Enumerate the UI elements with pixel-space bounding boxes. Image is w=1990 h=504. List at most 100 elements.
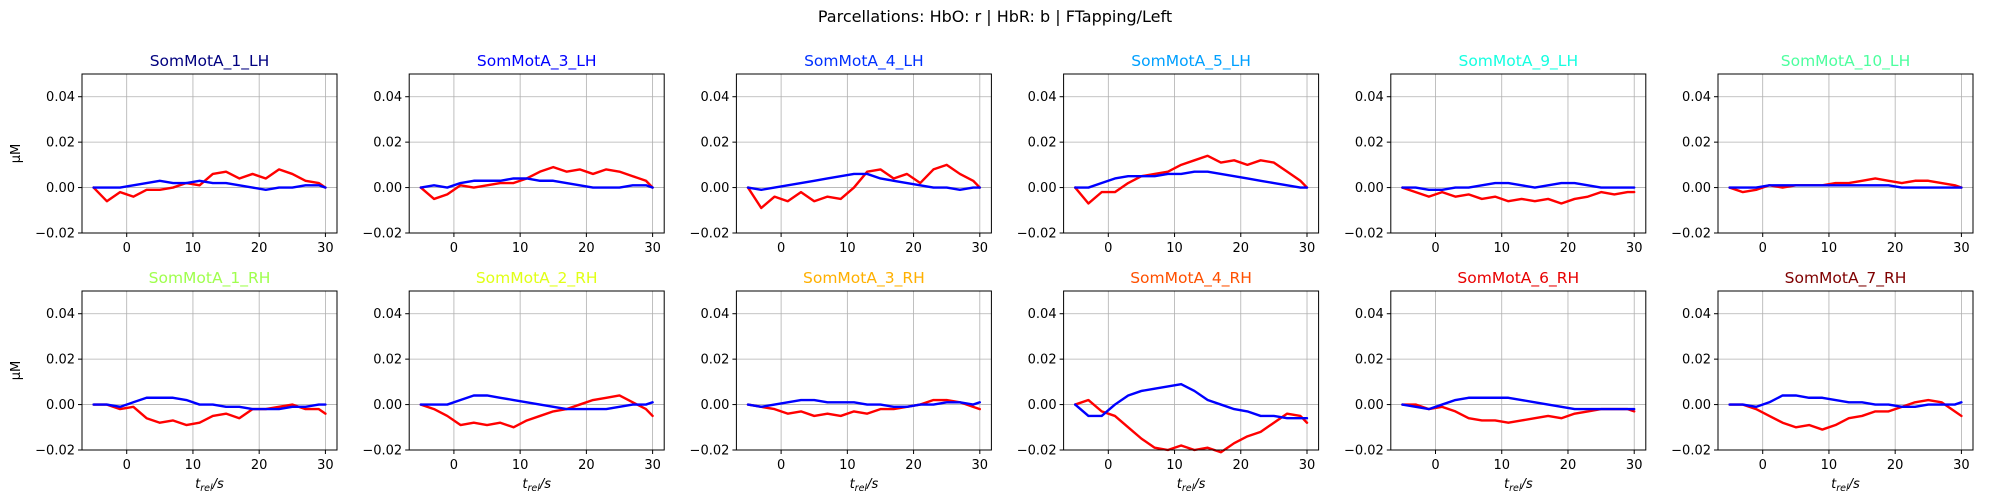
axes-frame xyxy=(1390,290,1647,451)
y-tick-label: −0.02 xyxy=(1344,227,1384,242)
x-tick-label: 0 xyxy=(1104,241,1112,256)
x-tick-label: 30 xyxy=(1626,241,1643,256)
y-axis-label: µM xyxy=(9,361,24,381)
x-label-base: t xyxy=(195,477,201,492)
x-tick-label: 30 xyxy=(644,458,661,473)
x-tick-label: 30 xyxy=(317,241,334,256)
x-label-base: t xyxy=(1504,477,1510,492)
x-label-base: t xyxy=(850,477,856,492)
y-tick-label: −0.02 xyxy=(690,444,730,459)
series-line-hbo xyxy=(1728,398,1963,431)
y-tick-label: 0.02 xyxy=(700,136,729,151)
y-tick-label: 0.02 xyxy=(1028,136,1057,151)
x-tick-label: 10 xyxy=(512,241,529,256)
y-tick-label: 0.00 xyxy=(46,181,75,196)
axes-frame xyxy=(1063,290,1320,451)
series-line-hbr xyxy=(1401,181,1636,192)
series-line-hbr xyxy=(419,177,654,189)
subplot-title: SomMotA_1_RH xyxy=(149,269,271,288)
x-tick-label: 0 xyxy=(450,458,458,473)
subplot-title: SomMotA_5_LH xyxy=(1131,52,1251,71)
subplot-title: SomMotA_2_RH xyxy=(476,269,598,288)
y-axis-label: µM xyxy=(9,144,24,164)
y-tick-label: 0.00 xyxy=(1355,398,1384,413)
x-tick-label: 0 xyxy=(1104,458,1112,473)
series-line-hbr xyxy=(92,396,327,411)
axes-frame xyxy=(1063,73,1320,234)
x-tick-label: 10 xyxy=(839,241,856,256)
subplot-8: 0 10 20 30 −0.02 0.00 0.02 0.04 SomMotA_3_RHtrel… xyxy=(690,269,992,494)
x-tick-label: 20 xyxy=(1233,241,1250,256)
y-tick-label: 0.04 xyxy=(46,307,75,322)
axes-frame xyxy=(735,73,992,234)
x-tick-label: 30 xyxy=(1299,241,1316,256)
subplot-6: 0 10 20 30 −0.02 0.00 0.02 0.04 SomMotA_1_RH µM tr… xyxy=(9,269,338,494)
x-tick-label: 10 xyxy=(1821,458,1838,473)
axes-frame xyxy=(1390,73,1647,234)
series-line-hbo xyxy=(92,168,327,203)
y-tick-label: 0.00 xyxy=(46,398,75,413)
x-tick-label: 0 xyxy=(450,241,458,256)
y-tick-label: 0.04 xyxy=(700,307,729,322)
x-tick-label: 0 xyxy=(1431,241,1439,256)
x-tick-label: 0 xyxy=(777,241,785,256)
x-tick-label: 30 xyxy=(1626,458,1643,473)
x-tick-label: 20 xyxy=(1560,241,1577,256)
y-tick-label: 0.02 xyxy=(1682,353,1711,368)
x-axis-label: trel/s xyxy=(1177,477,1206,494)
x-tick-label: 10 xyxy=(1166,458,1183,473)
y-tick-label: −0.02 xyxy=(362,227,402,242)
series-line-hbr xyxy=(746,398,982,409)
x-tick-label: 20 xyxy=(251,241,268,256)
x-label-unit: /s xyxy=(539,477,551,492)
y-tick-label: 0.02 xyxy=(46,353,75,368)
y-tick-label: 0.02 xyxy=(1028,353,1057,368)
x-tick-label: 10 xyxy=(185,241,202,256)
subplot-title: SomMotA_9_LH xyxy=(1458,52,1578,71)
y-tick-label: 0.02 xyxy=(373,353,402,368)
series-line-hbo xyxy=(746,163,982,210)
y-tick-label: 0.02 xyxy=(373,136,402,151)
y-tick-label: 0.04 xyxy=(46,90,75,105)
x-label-sub: rel xyxy=(527,483,540,494)
x-tick-label: 20 xyxy=(1887,458,1904,473)
series-line-hbr xyxy=(1073,170,1309,189)
y-tick-label: 0.00 xyxy=(700,181,729,196)
x-tick-label: 10 xyxy=(1821,241,1838,256)
y-tick-label: 0.00 xyxy=(373,181,402,196)
series-line-hbr xyxy=(419,394,654,411)
series-line-hbr xyxy=(1728,394,1963,409)
y-tick-label: −0.02 xyxy=(1017,444,1057,459)
y-tick-label: −0.02 xyxy=(1671,444,1711,459)
y-tick-label: 0.00 xyxy=(1682,398,1711,413)
x-axis-label: trel/s xyxy=(850,477,879,494)
subplot-11: 0 10 20 30 −0.02 0.00 0.02 0.04 SomMotA_7_RHtrel… xyxy=(1671,269,1974,494)
series-line-hbr xyxy=(1401,396,1636,411)
y-tick-label: 0.04 xyxy=(1355,307,1384,322)
y-tick-label: −0.02 xyxy=(35,444,75,459)
y-tick-label: −0.02 xyxy=(362,444,402,459)
subplot-title: SomMotA_3_RH xyxy=(803,269,925,288)
x-label-sub: rel xyxy=(1836,483,1849,494)
axes-frame xyxy=(735,290,992,451)
y-tick-label: 0.00 xyxy=(1028,398,1057,413)
series-line-hbr xyxy=(746,172,982,192)
y-tick-label: 0.00 xyxy=(700,398,729,413)
y-tick-label: 0.04 xyxy=(700,90,729,105)
y-tick-label: 0.04 xyxy=(1682,307,1711,322)
y-tick-label: 0.00 xyxy=(1682,181,1711,196)
series-line-hbo xyxy=(1073,154,1309,205)
x-tick-label: 0 xyxy=(1431,458,1439,473)
figure-suptitle: Parcellations: HbO: r | HbR: b | FTappin… xyxy=(818,7,1172,26)
x-label-unit: /s xyxy=(866,477,878,492)
x-label-sub: rel xyxy=(1182,483,1195,494)
x-tick-label: 0 xyxy=(123,241,131,256)
series-line-hbr xyxy=(1728,184,1963,189)
subplot-title: SomMotA_10_LH xyxy=(1781,52,1910,71)
series-line-hbo xyxy=(92,403,327,427)
y-tick-label: −0.02 xyxy=(1344,444,1384,459)
axes-frame xyxy=(1717,73,1974,234)
x-label-unit: /s xyxy=(1520,477,1532,492)
x-label-unit: /s xyxy=(1193,477,1205,492)
y-tick-label: 0.02 xyxy=(1355,136,1384,151)
